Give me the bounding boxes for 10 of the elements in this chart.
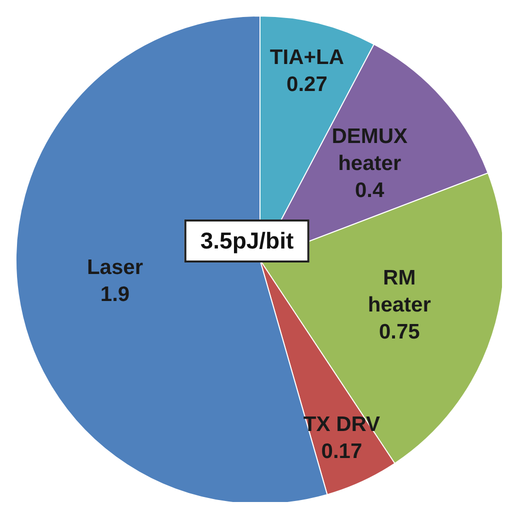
text: 3.5pJ/bit: [184, 220, 310, 262]
data-label: 1.9: [100, 282, 130, 306]
data-label: 0.75: [378, 320, 420, 344]
data-label: 0.17: [321, 439, 362, 462]
data-label: 0.4: [355, 178, 385, 202]
slice-label: DEMUX heater: [332, 124, 408, 174]
slice-label: RM heater: [368, 266, 431, 316]
data-label: 0.27: [286, 72, 328, 96]
slice-label: Laser: [87, 255, 144, 278]
slice-label: TIA+LA: [270, 46, 344, 69]
